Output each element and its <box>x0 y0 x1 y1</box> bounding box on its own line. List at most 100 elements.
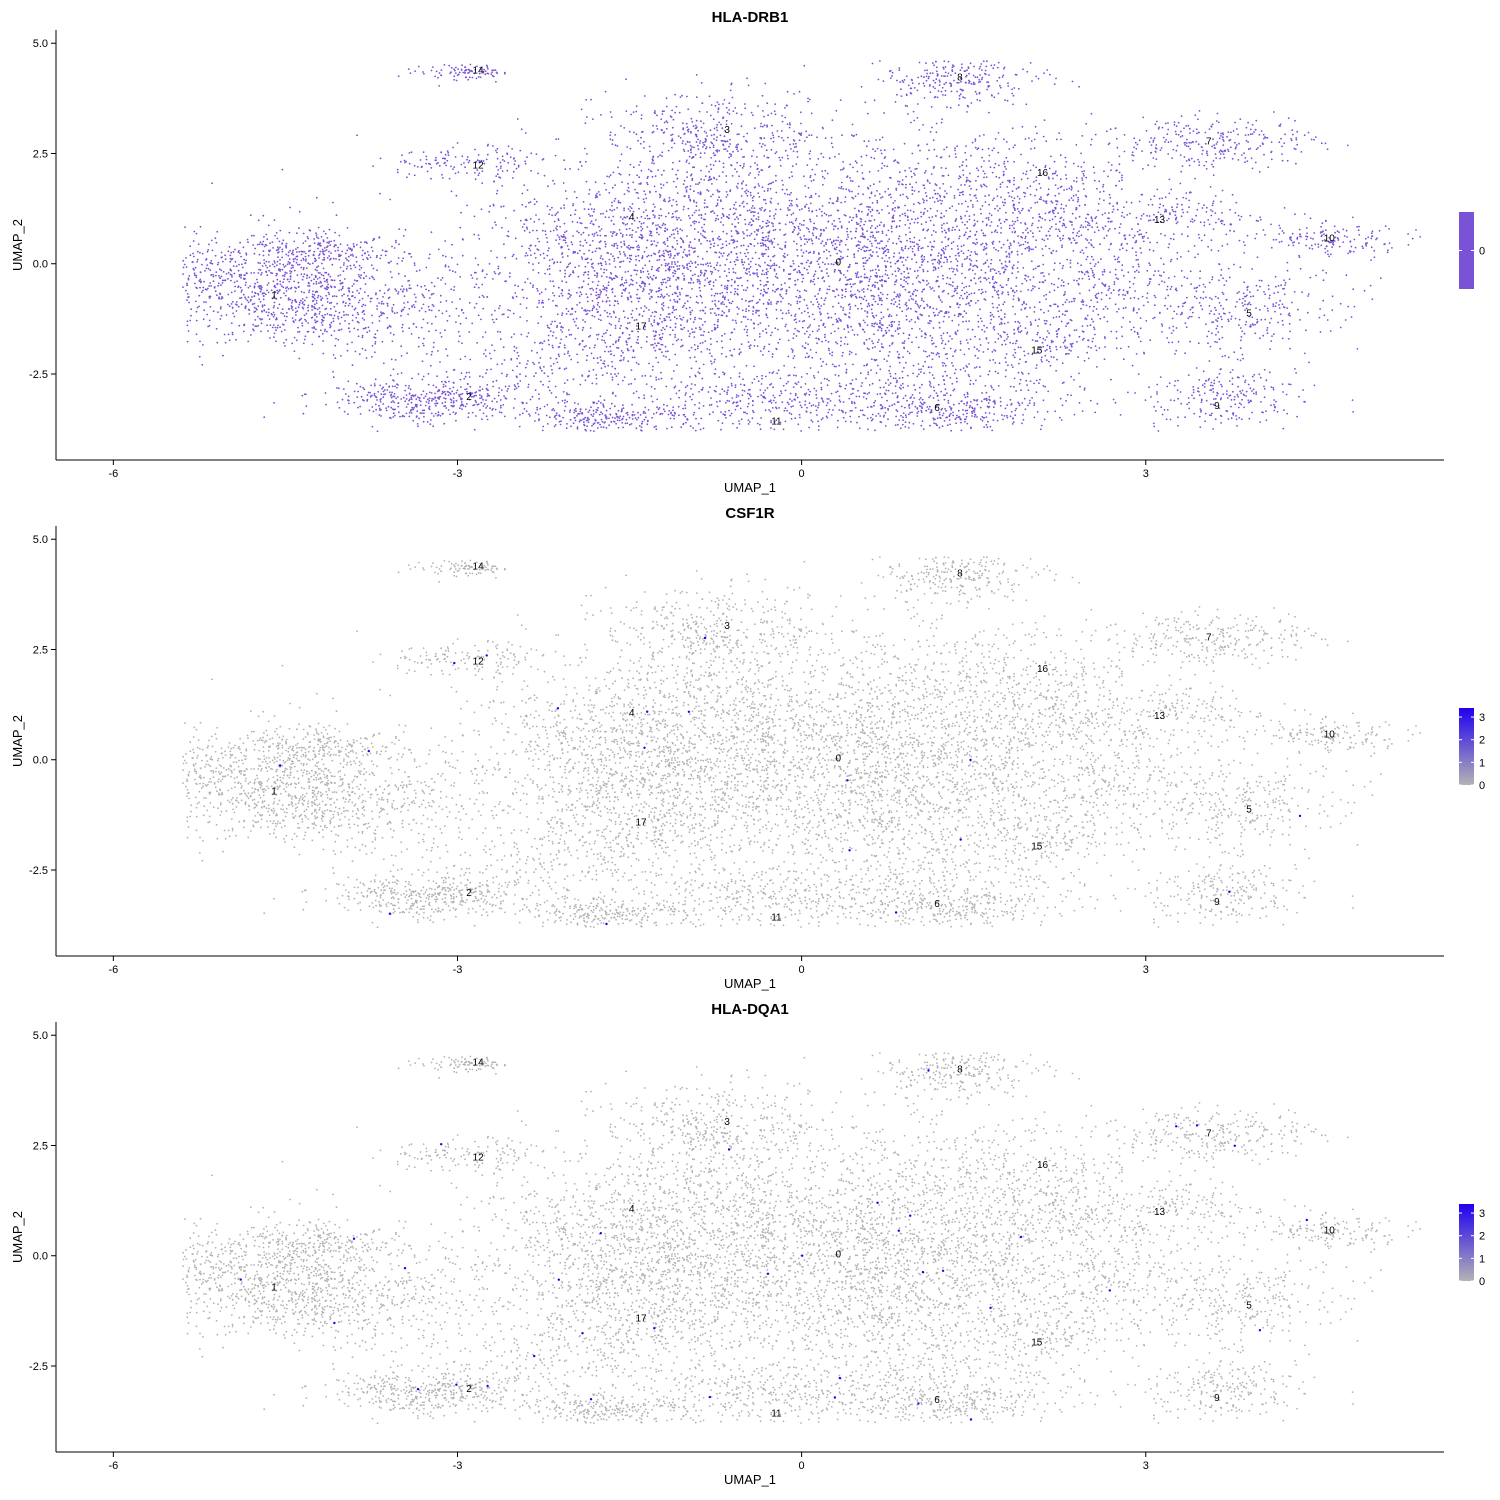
cell-point <box>875 251 878 254</box>
cell-point <box>704 269 707 272</box>
cell-point <box>931 337 934 339</box>
cell-point <box>796 278 799 281</box>
cell-point <box>656 127 659 130</box>
cell-point <box>735 246 738 248</box>
cell-point <box>720 221 722 224</box>
cell-point <box>1139 327 1142 330</box>
cell-point <box>687 108 690 111</box>
cell-point <box>823 212 826 215</box>
cell-point <box>880 323 883 326</box>
cell-point <box>636 216 639 219</box>
cell-point <box>736 133 739 136</box>
cell-point <box>507 309 509 311</box>
cell-point <box>832 263 835 266</box>
cell-point <box>800 224 803 226</box>
cell-point <box>745 364 748 367</box>
cell-point <box>976 253 979 256</box>
cell-point <box>995 248 997 251</box>
cell-point <box>1061 224 1064 227</box>
cell-point <box>693 146 695 149</box>
cell-point <box>730 155 732 158</box>
cell-point <box>898 293 901 295</box>
cell-point <box>838 317 840 320</box>
cell-point <box>959 176 962 179</box>
cell-point <box>772 283 775 286</box>
cell-point <box>840 186 843 188</box>
cell-point <box>756 375 758 378</box>
cell-point <box>769 210 771 213</box>
cell-point <box>752 199 754 202</box>
cell-point <box>549 230 552 233</box>
cell-point <box>944 248 947 251</box>
cell-point <box>1034 319 1037 322</box>
cell-point <box>693 220 696 223</box>
cell-point <box>948 207 951 210</box>
cell-point <box>591 281 594 283</box>
cell-point <box>686 141 689 143</box>
cell-point <box>838 257 840 260</box>
cell-point <box>821 214 823 217</box>
cell-point <box>759 125 762 128</box>
cell-point <box>896 293 899 296</box>
cell-point <box>648 217 651 220</box>
cell-point <box>1038 265 1041 267</box>
cell-point <box>878 193 881 195</box>
cell-point <box>922 365 925 368</box>
cell-point <box>939 310 942 312</box>
cell-point <box>708 283 711 286</box>
cell-point <box>651 210 654 213</box>
cell-point <box>936 394 939 397</box>
cell-point <box>650 344 652 346</box>
cell-point <box>503 243 505 246</box>
cell-point <box>827 347 830 350</box>
cell-point <box>717 190 720 193</box>
cell-point <box>1045 298 1047 300</box>
cell-point <box>960 250 963 253</box>
cell-point <box>1014 342 1017 345</box>
cell-point <box>672 307 674 310</box>
cell-point <box>988 370 991 373</box>
cell-point <box>529 201 532 203</box>
cell-point <box>674 326 677 329</box>
cell-point <box>831 223 834 225</box>
cell-point <box>564 231 566 234</box>
cell-point <box>599 213 602 215</box>
cell-point <box>910 318 913 321</box>
cell-point <box>878 338 880 341</box>
cell-point <box>839 169 842 171</box>
cell-point <box>597 293 600 296</box>
cell-point <box>697 263 699 266</box>
cell-point <box>959 215 962 218</box>
cell-point <box>1040 272 1042 274</box>
cell-point <box>645 209 647 212</box>
cell-point <box>683 205 685 208</box>
cell-point <box>984 201 987 203</box>
cell-point <box>960 217 962 220</box>
cell-point <box>943 195 946 198</box>
cell-point <box>620 241 622 244</box>
cell-point <box>690 346 693 349</box>
cell-point <box>591 265 593 268</box>
cell-point <box>877 255 879 258</box>
cell-point <box>635 307 638 310</box>
cell-point <box>599 262 602 265</box>
cell-point <box>666 250 668 253</box>
cell-point <box>753 127 756 130</box>
cell-point <box>526 189 529 192</box>
cell-point <box>810 112 813 115</box>
cell-point <box>587 208 590 211</box>
cell-point <box>619 160 621 162</box>
cell-point <box>804 238 806 240</box>
cell-point <box>871 325 873 327</box>
cell-point <box>816 260 819 263</box>
cell-point <box>997 310 1000 312</box>
cell-point <box>691 179 694 182</box>
cell-point <box>790 221 793 224</box>
cell-point <box>742 263 744 266</box>
cell-point <box>901 342 904 344</box>
cell-point <box>638 164 640 166</box>
cell-point <box>920 223 923 226</box>
cell-point <box>751 205 754 207</box>
cell-point <box>815 393 818 396</box>
cell-point <box>947 340 950 343</box>
